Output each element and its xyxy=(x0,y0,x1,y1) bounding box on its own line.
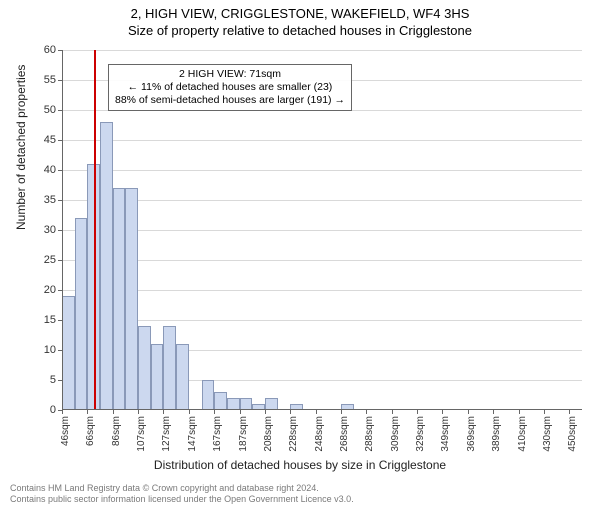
x-tick-label: 369sqm xyxy=(466,416,477,452)
x-tick-mark xyxy=(265,410,266,414)
x-tick-mark xyxy=(290,410,291,414)
chart-title-address: 2, HIGH VIEW, CRIGGLESTONE, WAKEFIELD, W… xyxy=(0,6,600,21)
histogram-bar xyxy=(138,326,151,410)
chart-title-subtitle: Size of property relative to detached ho… xyxy=(0,23,600,38)
x-tick-label: 410sqm xyxy=(517,416,528,452)
y-tick-label: 55 xyxy=(44,74,56,86)
y-tick-label: 40 xyxy=(44,164,56,176)
x-tick-label: 228sqm xyxy=(288,416,299,452)
y-axis-label: Number of detached properties xyxy=(14,65,28,230)
histogram-bar xyxy=(62,296,75,410)
x-axis-label: Distribution of detached houses by size … xyxy=(0,458,600,472)
x-axis-line xyxy=(62,409,582,410)
y-tick-label: 45 xyxy=(44,134,56,146)
histogram-bar xyxy=(214,392,227,410)
y-tick-label: 15 xyxy=(44,314,56,326)
x-tick-mark xyxy=(316,410,317,414)
x-tick-label: 349sqm xyxy=(440,416,451,452)
x-tick-label: 147sqm xyxy=(187,416,198,452)
gridline xyxy=(62,230,582,231)
x-tick-mark xyxy=(113,410,114,414)
x-tick-label: 430sqm xyxy=(542,416,553,452)
gridline xyxy=(62,200,582,201)
x-tick-label: 107sqm xyxy=(136,416,147,452)
x-tick-label: 329sqm xyxy=(415,416,426,452)
x-tick-mark xyxy=(214,410,215,414)
gridline xyxy=(62,290,582,291)
y-tick-label: 35 xyxy=(44,194,56,206)
x-tick-mark xyxy=(493,410,494,414)
annotation-line-2: ← 11% of detached houses are smaller (23… xyxy=(115,81,345,94)
x-tick-mark xyxy=(442,410,443,414)
annotation-line-1: 2 HIGH VIEW: 71sqm xyxy=(115,68,345,81)
x-tick-label: 187sqm xyxy=(238,416,249,452)
x-tick-mark xyxy=(544,410,545,414)
y-tick-label: 20 xyxy=(44,284,56,296)
x-tick-label: 389sqm xyxy=(491,416,502,452)
x-tick-mark xyxy=(392,410,393,414)
histogram-bar xyxy=(100,122,113,410)
y-tick-label: 30 xyxy=(44,224,56,236)
histogram-bar xyxy=(125,188,138,410)
reference-line xyxy=(94,50,96,410)
x-tick-mark xyxy=(468,410,469,414)
x-tick-mark xyxy=(366,410,367,414)
footer-line-2: Contains public sector information licen… xyxy=(10,494,354,504)
gridline xyxy=(62,50,582,51)
gridline xyxy=(62,140,582,141)
x-tick-label: 66sqm xyxy=(85,416,96,446)
x-tick-mark xyxy=(569,410,570,414)
x-tick-label: 46sqm xyxy=(60,416,71,446)
x-tick-label: 450sqm xyxy=(567,416,578,452)
histogram-bar xyxy=(176,344,189,410)
gridline xyxy=(62,170,582,171)
footer-attribution: Contains HM Land Registry data © Crown c… xyxy=(10,483,354,504)
chart-plot-area: 05101520253035404550556046sqm66sqm86sqm1… xyxy=(62,50,582,410)
histogram-bar xyxy=(151,344,164,410)
x-tick-mark xyxy=(519,410,520,414)
reference-annotation: 2 HIGH VIEW: 71sqm ← 11% of detached hou… xyxy=(108,64,352,111)
x-tick-label: 208sqm xyxy=(263,416,274,452)
y-tick-label: 10 xyxy=(44,344,56,356)
y-tick-label: 50 xyxy=(44,104,56,116)
histogram-bar xyxy=(113,188,126,410)
x-tick-mark xyxy=(87,410,88,414)
y-tick-label: 5 xyxy=(50,374,56,386)
x-tick-mark xyxy=(163,410,164,414)
footer-line-1: Contains HM Land Registry data © Crown c… xyxy=(10,483,354,493)
gridline xyxy=(62,320,582,321)
x-tick-mark xyxy=(417,410,418,414)
x-tick-label: 288sqm xyxy=(364,416,375,452)
x-tick-label: 86sqm xyxy=(111,416,122,446)
x-tick-label: 127sqm xyxy=(161,416,172,452)
gridline xyxy=(62,260,582,261)
histogram-bar xyxy=(202,380,215,410)
x-tick-label: 167sqm xyxy=(212,416,223,452)
x-tick-label: 309sqm xyxy=(390,416,401,452)
y-tick-label: 25 xyxy=(44,254,56,266)
histogram-bar xyxy=(75,218,88,410)
y-tick-label: 60 xyxy=(44,44,56,56)
x-tick-mark xyxy=(189,410,190,414)
y-axis-line xyxy=(62,50,63,410)
x-tick-mark xyxy=(240,410,241,414)
x-tick-mark xyxy=(62,410,63,414)
histogram-bar xyxy=(163,326,176,410)
x-tick-label: 248sqm xyxy=(314,416,325,452)
y-tick-label: 0 xyxy=(50,404,56,416)
x-tick-mark xyxy=(138,410,139,414)
x-tick-label: 268sqm xyxy=(339,416,350,452)
annotation-line-3: 88% of semi-detached houses are larger (… xyxy=(115,94,345,107)
x-tick-mark xyxy=(341,410,342,414)
